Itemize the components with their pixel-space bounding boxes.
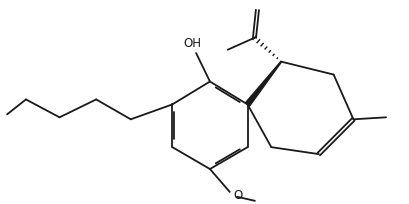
Polygon shape (245, 61, 281, 106)
Text: O: O (232, 190, 242, 202)
Text: OH: OH (183, 37, 201, 50)
